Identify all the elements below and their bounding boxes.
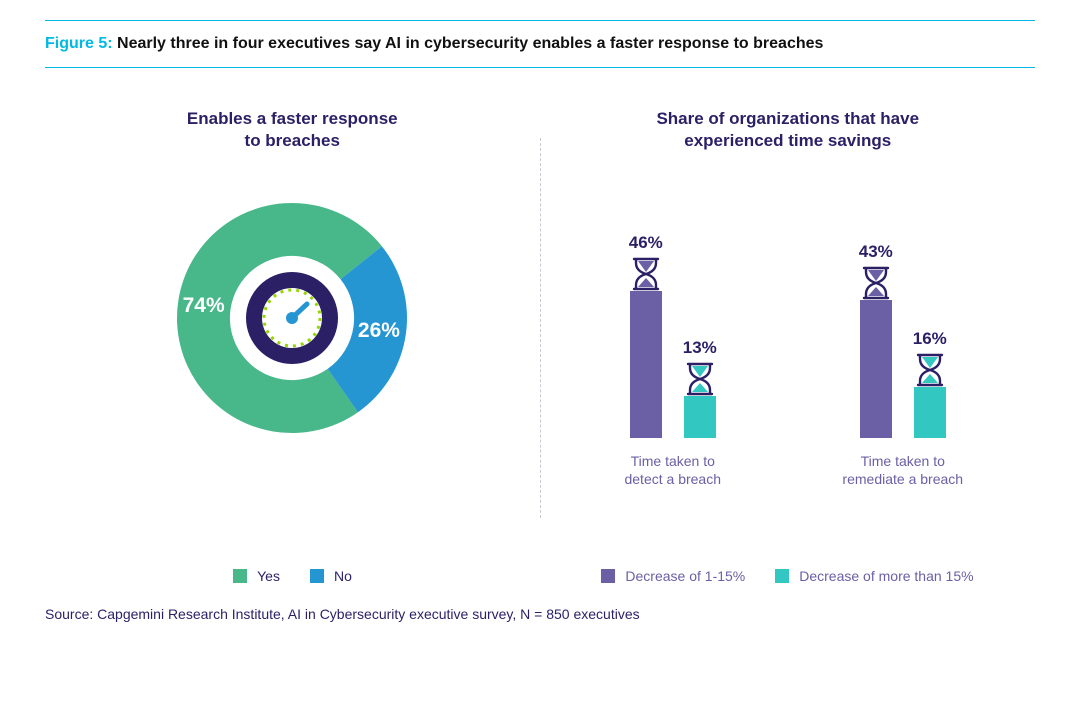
- figure-title-text: Nearly three in four executives say AI i…: [117, 35, 823, 52]
- left-panel: Enables a faster response to breaches 74…: [45, 108, 540, 598]
- bar-value-label: 46%: [629, 233, 663, 253]
- source-text: Source: Capgemini Research Institute, AI…: [45, 606, 1035, 622]
- hourglass-icon: [630, 257, 662, 291]
- bar-chart: 46% 13% Time taken to detect a breach 43…: [583, 188, 993, 488]
- bar-caption: Time taken to remediate a breach: [842, 452, 963, 488]
- hourglass-icon: [914, 353, 946, 387]
- bar-value-label: 43%: [859, 242, 893, 262]
- bar-rect: [860, 300, 892, 438]
- right-panel-title: Share of organizations that have experie…: [656, 108, 919, 152]
- figure-title: Figure 5: Nearly three in four executive…: [45, 35, 1035, 53]
- bar-rect: [914, 387, 946, 438]
- donut-label-no: 26%: [358, 319, 400, 343]
- right-panel: Share of organizations that have experie…: [541, 108, 1036, 598]
- bar: 16%: [914, 329, 946, 438]
- bar: 46%: [630, 233, 662, 438]
- bar-rect: [684, 396, 716, 438]
- bar-caption: Time taken to detect a breach: [624, 452, 721, 488]
- bar-value-label: 16%: [913, 329, 947, 349]
- figure-label: Figure 5:: [45, 35, 113, 52]
- top-rule: [45, 20, 1035, 21]
- donut-label-yes: 74%: [183, 294, 225, 318]
- bar: 43%: [860, 242, 892, 438]
- bar: 13%: [684, 338, 716, 438]
- hourglass-icon: [684, 362, 716, 396]
- left-panel-title: Enables a faster response to breaches: [187, 108, 398, 152]
- content-row: Enables a faster response to breaches 74…: [45, 108, 1035, 598]
- bar-value-label: 13%: [683, 338, 717, 358]
- bar-group: 43% 16% Time taken to remediate a breach: [813, 188, 993, 488]
- gauge-icon: [246, 272, 338, 364]
- bottom-rule: [45, 67, 1035, 68]
- bar-rect: [630, 291, 662, 438]
- hourglass-icon: [860, 266, 892, 300]
- bar-group: 46% 13% Time taken to detect a breach: [583, 188, 763, 488]
- donut-chart: 74% 26%: [142, 178, 442, 458]
